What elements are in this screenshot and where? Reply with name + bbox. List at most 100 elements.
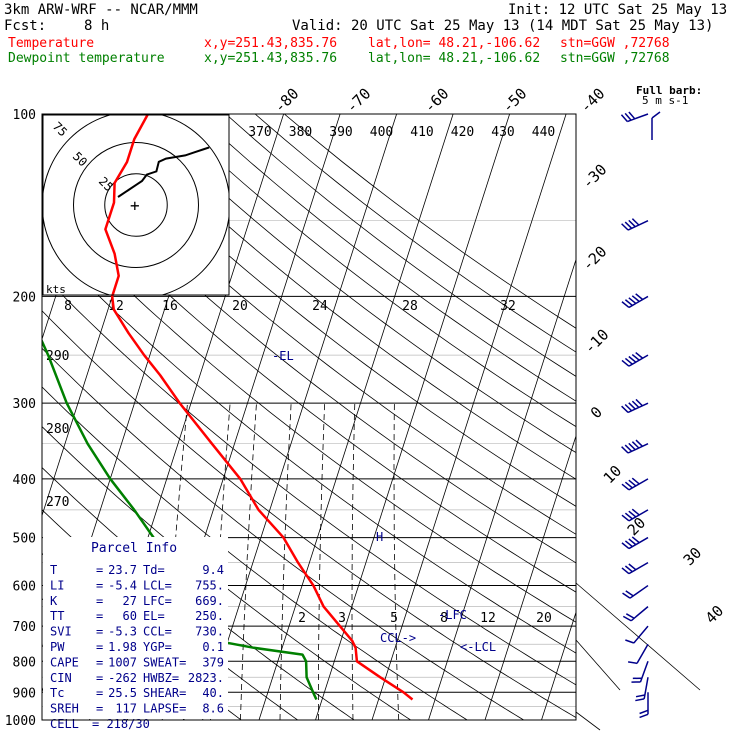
parcel-index-sep: = [96, 686, 103, 700]
isotherm-line [315, 114, 510, 720]
wind-barb-flag [624, 512, 633, 520]
level-marker-label: <-LCL [460, 640, 496, 654]
theta-e-label: 420 [451, 125, 474, 140]
wind-barb-flag [628, 538, 637, 546]
barb-legend-title: Full barb: [636, 84, 702, 97]
hodograph-units: kts [46, 283, 66, 296]
dewpoint-latlon: lat,lon= 48.21,-106.62 [368, 51, 541, 66]
wind-speed-label: 20 [232, 299, 248, 314]
mixing-ratio-line [318, 403, 325, 720]
wind-barb-flag [628, 111, 636, 120]
pressure-tick-label: 1000 [5, 714, 36, 729]
level-marker-label: CCL-> [380, 631, 416, 645]
parcel-index-name: TT [50, 609, 64, 623]
isotherm-extension-line [575, 711, 601, 731]
wind-barb-flag [620, 114, 628, 123]
theta-e-label: 430 [491, 125, 514, 140]
wind-barb-flag [635, 439, 643, 447]
wind-barb-flag [631, 477, 640, 485]
wind-barb-flag [628, 297, 637, 305]
isotherm-top-label: -80 [271, 85, 303, 117]
isotherm-line [541, 610, 576, 720]
wind-barb-flag [628, 402, 636, 410]
hodograph-ring [73, 142, 199, 268]
hodograph-frame [42, 114, 230, 296]
pressure-tick-label: 700 [13, 620, 36, 635]
parcel-index-name-2: LAPSE= [143, 702, 186, 716]
wind-barb-flag [624, 481, 633, 489]
temperature-profile [104, 114, 414, 701]
mixing-ratio-label: 12 [480, 611, 496, 626]
wind-barb-flag [628, 563, 637, 571]
forecast-hour: 8 h [84, 18, 110, 34]
parcel-index-value-2: 8.6 [202, 702, 224, 716]
theta-label: 280 [46, 422, 69, 437]
wind-barb-flag [631, 441, 640, 449]
dry-adiabat-line [42, 310, 576, 719]
wind-barb-flag [631, 508, 640, 516]
isotherm-extension-line [575, 639, 621, 691]
wind-barb-flag [631, 400, 640, 408]
parcel-index-value-2: 250. [195, 609, 224, 623]
mixing-ratio-label: 20 [536, 611, 552, 626]
mixing-ratio-line [351, 403, 356, 720]
dry-adiabat-line [50, 114, 576, 535]
wind-barb-flag [628, 442, 636, 451]
init-time: Init: 12 UTC Sat 25 May 13 [508, 2, 728, 18]
plot-frame [41, 113, 577, 721]
wind-barb-flag [624, 112, 632, 121]
mixing-ratio-line [240, 403, 257, 720]
pressure-tick-label: 100 [13, 108, 36, 123]
wind-speed-label: 28 [402, 299, 418, 314]
parcel-index-value-2: 9.4 [202, 563, 224, 577]
pressure-tick-label: 300 [13, 397, 36, 412]
parcel-index-value: 25.5 [108, 686, 137, 700]
parcel-index-name: CELL [50, 717, 79, 731]
parcel-index-value: 1007 [108, 655, 137, 669]
theta-e-label: 370 [248, 125, 271, 140]
wind-speed-label: 24 [312, 299, 328, 314]
isotherm-side-label: 20 [624, 514, 650, 540]
dry-adiabat-line [79, 114, 576, 507]
parcel-index-name: SREH [50, 702, 79, 716]
wind-barb-flag [621, 542, 630, 550]
temperature-latlon: lat,lon= 48.21,-106.62 [368, 36, 541, 51]
parcel-index-name-2: YGP= [143, 640, 172, 654]
isotherm-side-label: -30 [579, 161, 611, 193]
isotherm-side-label: 30 [680, 544, 706, 570]
parcel-index-name-2: EL= [143, 609, 165, 623]
temperature-xy: x,y=251.43,835.76 [204, 36, 338, 51]
wind-barb-flag [621, 359, 630, 367]
dry-adiabat-line [196, 114, 576, 402]
wind-barb-flag [622, 592, 631, 599]
parcel-index-value-2: 0.1 [202, 640, 224, 654]
dry-adiabat-line [284, 114, 576, 329]
wind-barb-flag [624, 299, 633, 307]
dry-adiabat-line [254, 114, 576, 353]
pressure-tick-label: 800 [13, 655, 36, 670]
isotherm-side-label: -20 [579, 243, 611, 275]
wind-barb-flag [625, 590, 634, 597]
wind-barb-flag [625, 613, 635, 619]
parcel-index-name-2: LFC= [143, 594, 172, 608]
parcel-index-sep: = [96, 563, 103, 577]
parcel-index-value-2: 755. [195, 578, 224, 592]
dry-adiabat-line [108, 114, 576, 480]
wind-barb-flag [631, 536, 640, 544]
wind-barb-flag [621, 405, 629, 413]
parcel-index-value: -5.4 [108, 578, 137, 592]
temperature-legend: Temperature [8, 36, 95, 51]
theta-e-label: 400 [370, 125, 393, 140]
barb-legend-value: 5 m s-1 [642, 94, 688, 107]
parcel-info-background [43, 537, 228, 719]
parcel-index-name: LI [50, 578, 64, 592]
parcel-index-name-2: LCL= [143, 578, 172, 592]
wind-barb-flag [639, 709, 649, 715]
parcel-index-value-2: 730. [195, 625, 224, 639]
wind-barb-flag [621, 301, 630, 309]
isotherm-line [0, 114, 1, 720]
dewpoint-legend: Dewpoint temperature [8, 51, 165, 66]
isotherm-line [371, 114, 567, 720]
dry-adiabat-line [42, 273, 576, 686]
parcel-info-title: Parcel Info [91, 541, 177, 556]
